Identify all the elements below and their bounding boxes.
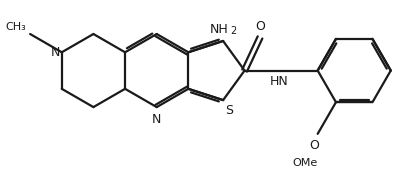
Text: N: N xyxy=(50,46,60,59)
Text: S: S xyxy=(225,104,233,117)
Text: NH: NH xyxy=(210,22,229,36)
Text: O: O xyxy=(255,20,265,33)
Text: 2: 2 xyxy=(230,25,236,36)
Text: N: N xyxy=(152,112,161,126)
Text: O: O xyxy=(309,139,319,152)
Text: CH₃: CH₃ xyxy=(6,22,26,32)
Text: OMe: OMe xyxy=(292,158,318,168)
Text: HN: HN xyxy=(270,75,289,88)
